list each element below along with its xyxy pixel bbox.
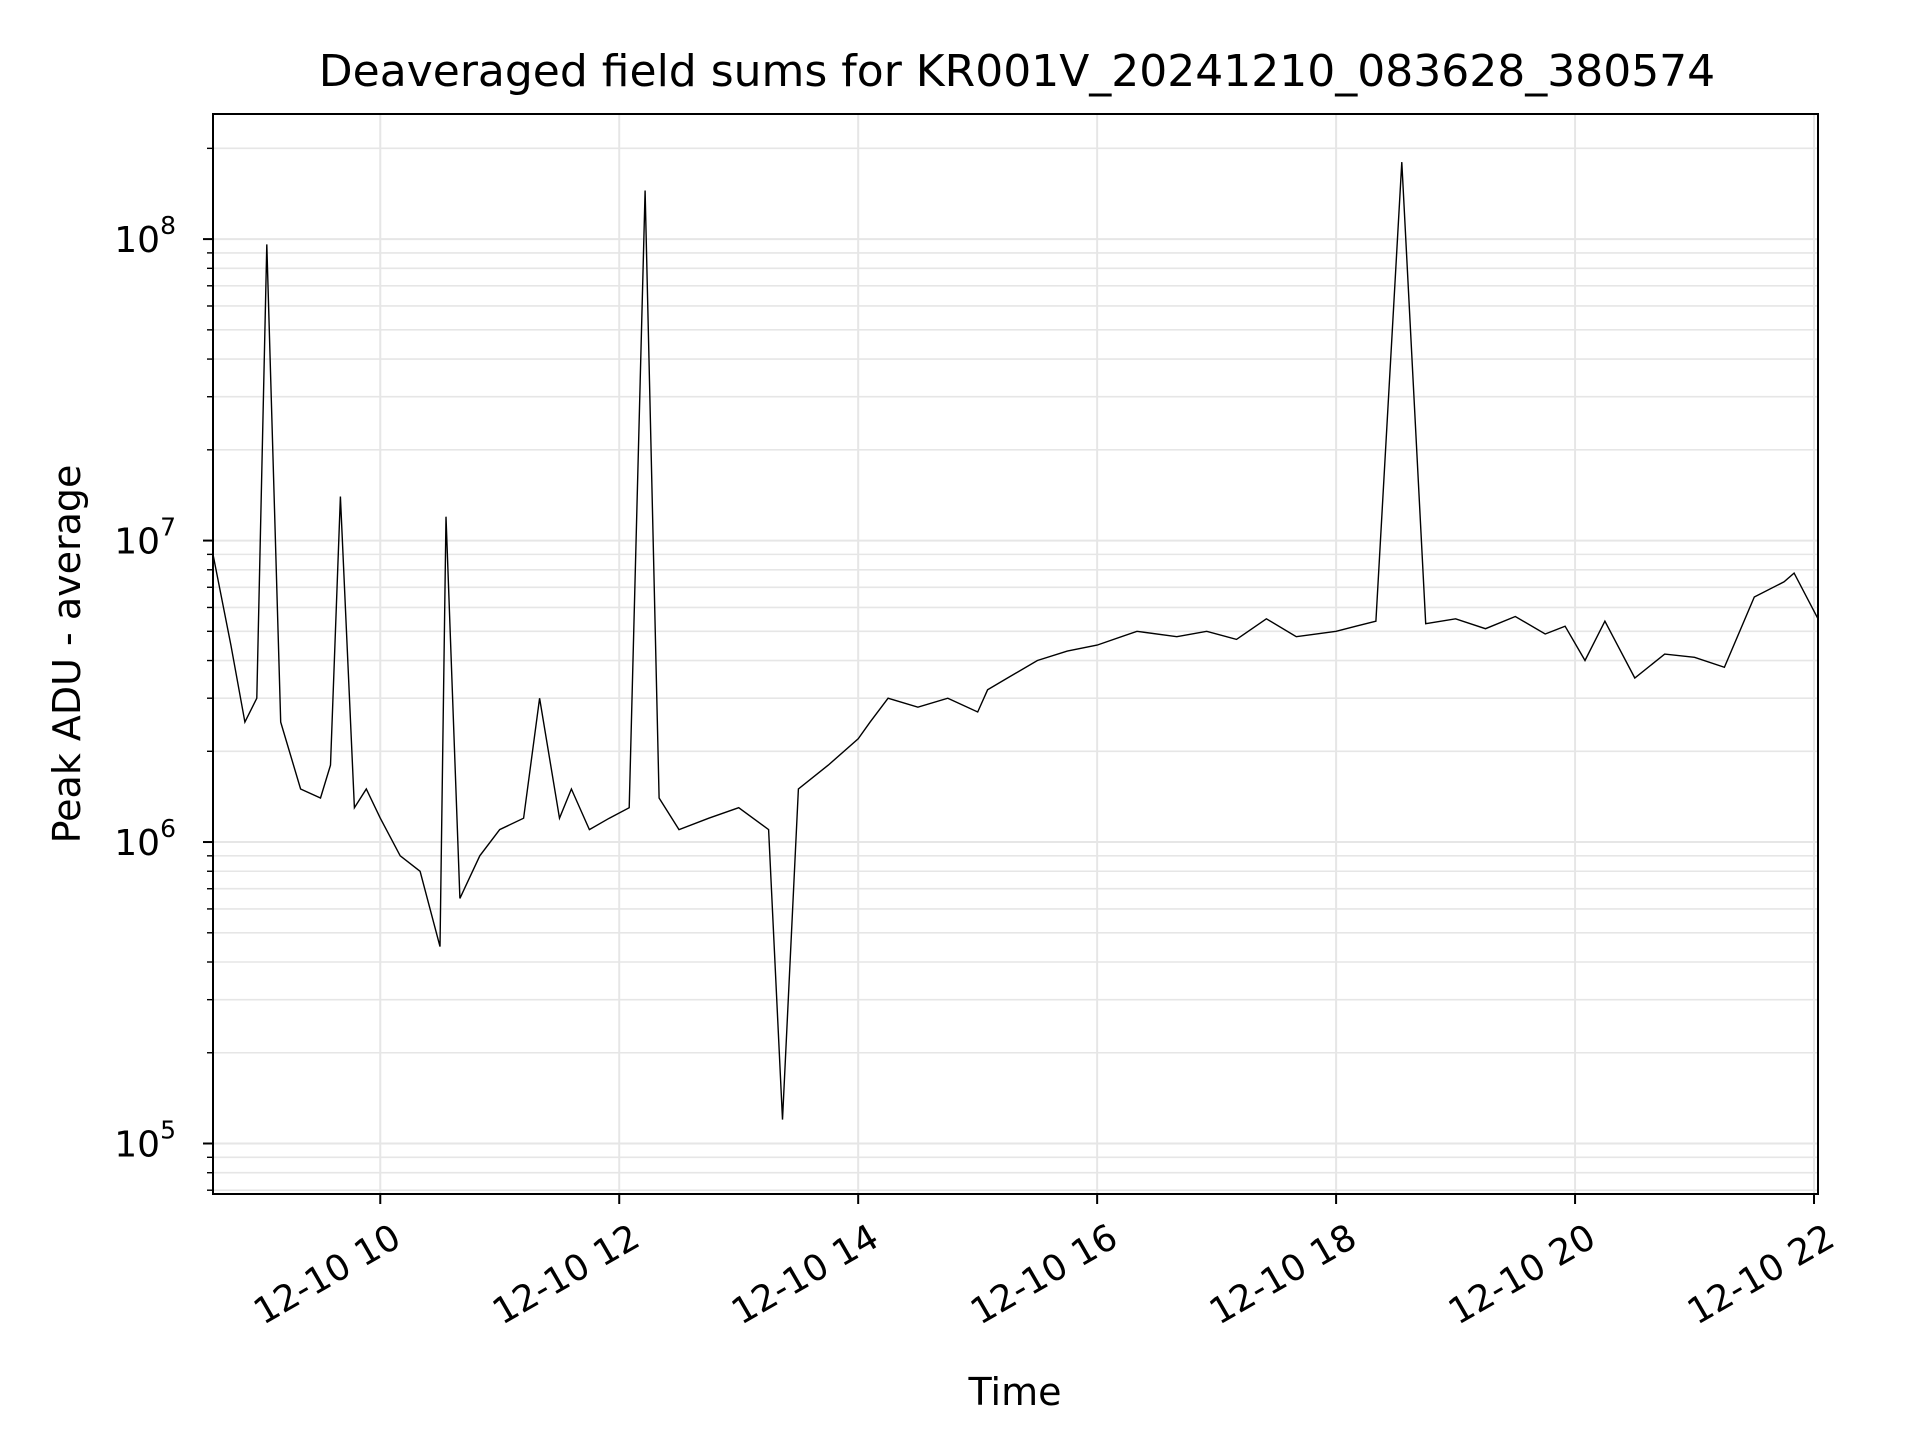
y-tick-label: 108 [114, 211, 176, 261]
y-tick-label: 106 [114, 814, 176, 864]
chart-title: Deaveraged field sums for KR001V_2024121… [319, 46, 1715, 97]
y-axis-label: Peak ADU - average [45, 465, 89, 844]
x-axis-label: Time [968, 1370, 1062, 1414]
y-tick-label: 107 [114, 513, 176, 563]
y-axis: 105 106 107 108 [114, 147, 213, 1191]
y-tick-label: 105 [114, 1116, 176, 1166]
plot-frame [212, 113, 1819, 1195]
series-line [212, 162, 1819, 1120]
